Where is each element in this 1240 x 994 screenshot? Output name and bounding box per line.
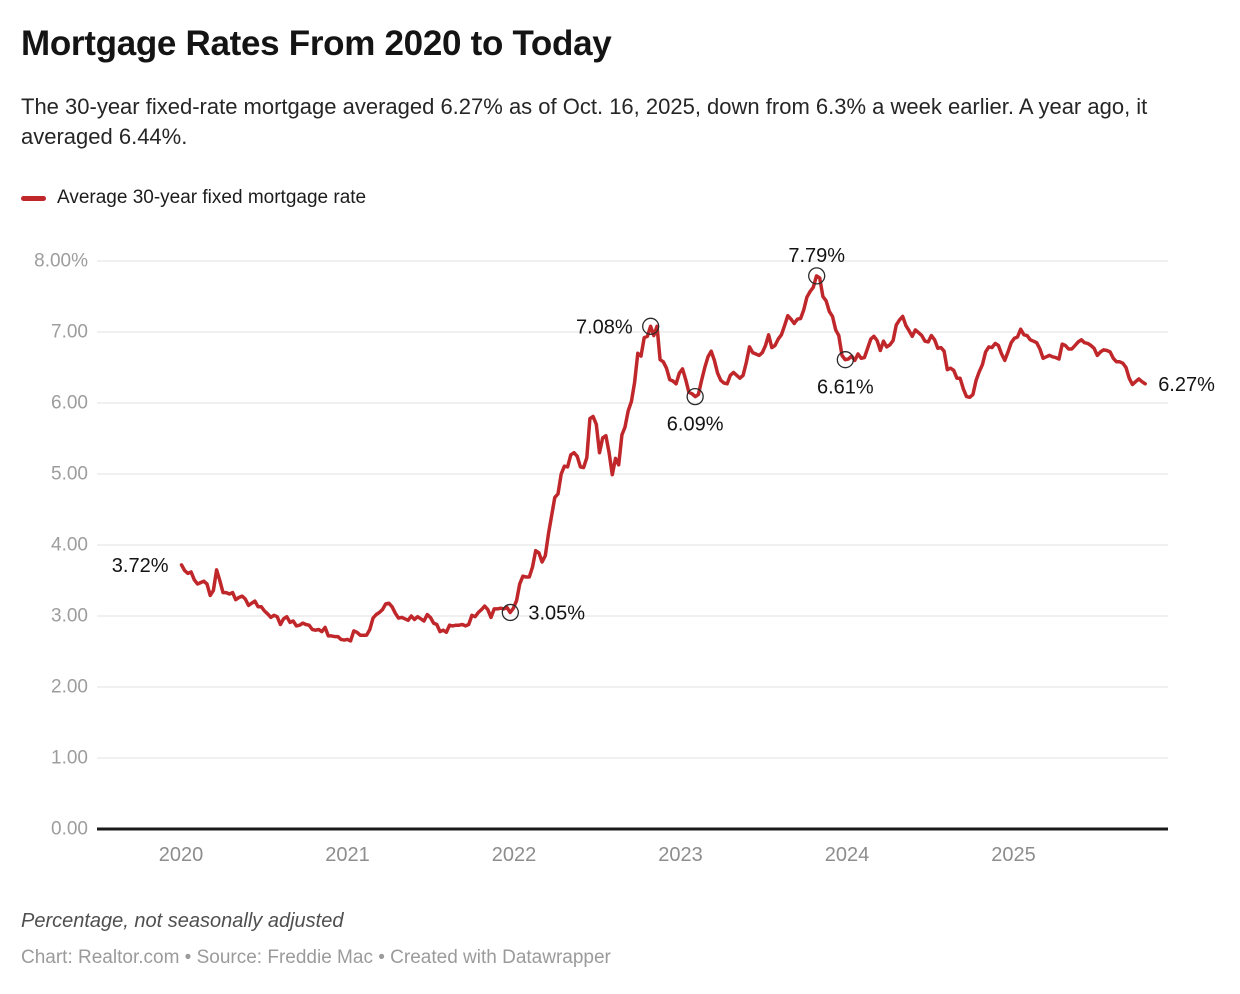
- x-axis-tick-label: 2024: [825, 844, 870, 866]
- point-marker: [686, 387, 704, 406]
- y-axis-tick-label: 0.00: [51, 819, 88, 840]
- legend: Average 30-year fixed mortgage rate: [21, 187, 366, 209]
- y-axis-tick-label: 4.00: [51, 535, 88, 556]
- value-annotation: 3.72%: [112, 555, 169, 577]
- y-axis-tick-label: 7.00: [51, 322, 88, 343]
- value-annotation: 7.79%: [788, 245, 845, 267]
- y-axis-tick-label: 2.00: [51, 677, 88, 698]
- point-marker: [501, 603, 519, 622]
- x-axis-tick-label: 2020: [159, 844, 204, 866]
- attribution: Chart: Realtor.com • Source: Freddie Mac…: [21, 947, 611, 968]
- y-axis-tick-label: 5.00: [51, 464, 88, 485]
- value-annotation: 6.27%: [1158, 374, 1215, 396]
- chart-canvas: 0.00 1.00 2.00 3.00 4.00 5.00 6.00 7.00 8.00% 202…: [34, 245, 1215, 866]
- value-annotation: 6.61%: [817, 377, 874, 399]
- point-marker: [642, 317, 660, 335]
- y-axis-tick-label: 6.00: [51, 393, 88, 414]
- legend-label: Average 30-year fixed mortgage rate: [57, 187, 367, 208]
- value-annotation: 6.09%: [667, 414, 724, 436]
- y-axis-tick-label: 3.00: [51, 606, 88, 627]
- axis-note: Percentage, not seasonally adjusted: [21, 910, 344, 932]
- point-marker: [836, 351, 854, 369]
- value-annotation: 7.08%: [576, 316, 633, 338]
- y-axis-tick-label: 8.00%: [34, 251, 88, 272]
- value-annotation: 3.05%: [528, 602, 585, 624]
- x-axis-tick-label: 2021: [325, 844, 370, 866]
- line-chart: 0.00 1.00 2.00 3.00 4.00 5.00 6.00 7.00 8.00% 202…: [0, 230, 1240, 890]
- chart-description: The 30-year fixed-rate mortgage averaged…: [21, 94, 1148, 149]
- y-axis-tick-label: 1.00: [51, 748, 88, 769]
- mortgage-rate-line: [179, 274, 1147, 643]
- x-axis-tick-label: 2025: [991, 844, 1036, 866]
- point-marker: [808, 267, 826, 285]
- x-axis-tick-label: 2023: [658, 844, 703, 866]
- chart-title: Mortgage Rates From 2020 to Today: [21, 24, 612, 63]
- x-axis-tick-label: 2022: [492, 844, 537, 866]
- legend-line-swatch: [21, 195, 46, 201]
